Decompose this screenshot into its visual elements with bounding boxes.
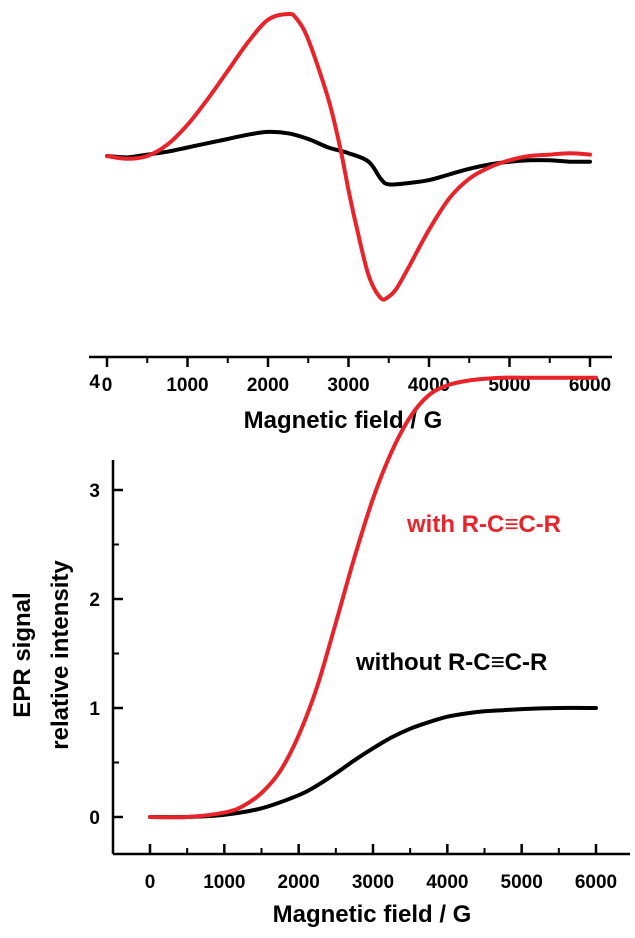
- series-label-with: with R-C≡C-R: [406, 511, 561, 538]
- top-series-line-1: [105, 11, 592, 302]
- bottom-series-line-1: [148, 705, 598, 820]
- top-x-tick-label: 6000: [569, 375, 611, 396]
- top-x-tick-label: 0: [102, 375, 113, 396]
- bottom-y-ticks: 0 1 2 3 4: [89, 372, 123, 829]
- bottom-x-tick-label: 5000: [501, 872, 543, 893]
- bottom-x-tick-label: 3000: [352, 872, 394, 893]
- top-x-tick-label: 1000: [166, 375, 208, 396]
- bottom-y-tick-label: 1: [89, 699, 100, 720]
- bottom-series-line-0: [148, 375, 598, 820]
- bottom-y-tick-label: 0: [89, 808, 100, 829]
- bottom-x-tick-label: 0: [145, 872, 156, 893]
- bottom-y-axis-title-2: relative intensity: [47, 560, 74, 750]
- top-x-tick-label: 5000: [488, 375, 530, 396]
- top-curves: [105, 11, 592, 302]
- bottom-x-tick-label: 6000: [575, 872, 617, 893]
- top-x-tick-label: 2000: [247, 375, 289, 396]
- top-panel: 0 1000 2000 3000 4000 5000 6000 Magnetic field…: [89, 11, 612, 434]
- bottom-y-tick-label: 3: [89, 481, 100, 502]
- bottom-x-tick-label: 2000: [278, 872, 320, 893]
- series-label-without: without R-C≡C-R: [355, 649, 547, 676]
- bottom-x-tick-label: 4000: [426, 872, 468, 893]
- bottom-curves: [148, 375, 598, 820]
- bottom-x-axis-title: Magnetic field / G: [273, 901, 472, 928]
- top-x-tick-label: 3000: [327, 375, 369, 396]
- bottom-x-tick-label: 1000: [203, 872, 245, 893]
- bottom-y-tick-label: 2: [89, 590, 100, 611]
- bottom-y-tick-label: 4: [89, 372, 100, 393]
- bottom-y-axis-title: EPR signal: [9, 592, 36, 717]
- bottom-x-ticks: 0 1000 2000 3000 4000 5000 6000: [145, 844, 617, 893]
- bottom-panel: 0 1000 2000 3000 4000 5000 6000 0 1 2 3 4 with R-C…: [9, 372, 630, 928]
